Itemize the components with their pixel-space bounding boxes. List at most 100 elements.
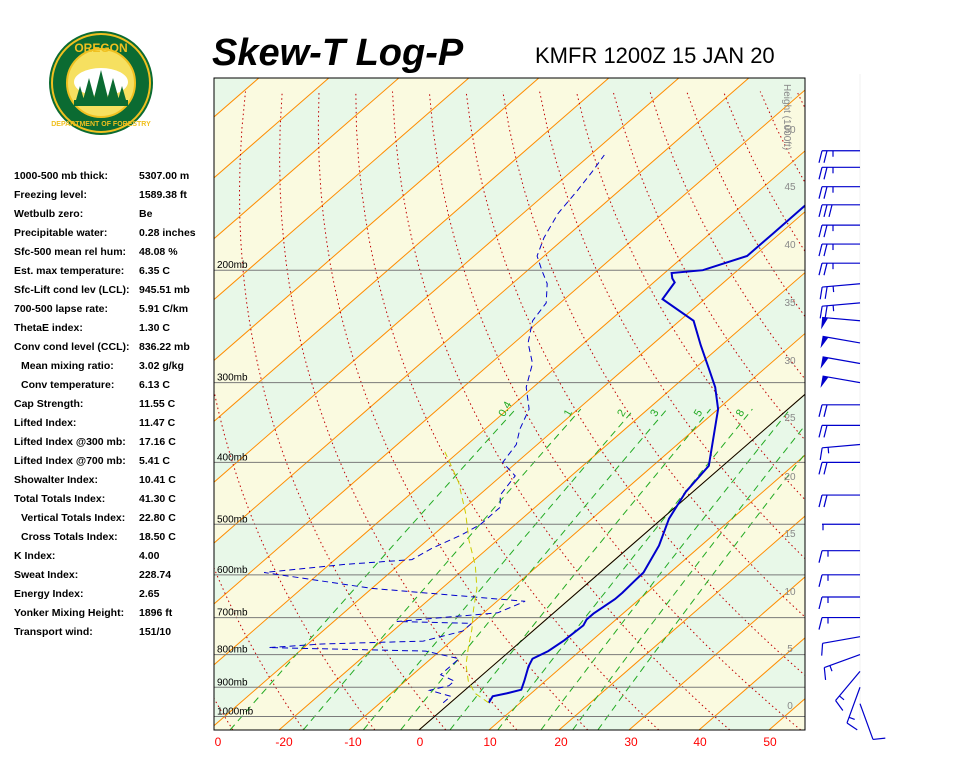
index-label: 700-500 lapse rate: — [14, 303, 108, 315]
wind-barb — [821, 636, 861, 656]
wind-barb — [818, 574, 860, 587]
height-tick-label: 25 — [784, 413, 796, 424]
isotherm — [348, 332, 805, 730]
index-value: 10.41 C — [139, 474, 176, 486]
height-tick-label: 40 — [784, 240, 796, 251]
mixing-ratio-label: 3 — [648, 408, 661, 419]
index-row: Wetbulb zero: Be — [14, 205, 214, 224]
wind-barb-feather — [818, 186, 823, 199]
wind-barb — [819, 302, 861, 319]
wind-barb — [818, 243, 860, 257]
wind-barb-flag — [821, 317, 829, 330]
x-tick-label: 10 — [483, 735, 497, 749]
wind-barb-flag — [820, 376, 829, 388]
index-row: Showalter Index: 10.41 C — [14, 471, 214, 490]
index-label: Wetbulb zero: — [14, 208, 84, 220]
wind-barb-flag — [820, 336, 829, 349]
index-value: 6.35 C — [139, 265, 170, 277]
index-row: ThetaE index: 1.30 C — [14, 319, 214, 338]
wind-barb — [846, 687, 861, 731]
wind-barb-feather — [818, 263, 823, 276]
index-row: Conv cond level (CCL): 836.22 mb — [14, 338, 214, 357]
wind-barb-shaft — [822, 316, 861, 322]
index-value: 11.47 C — [139, 417, 176, 429]
wind-barb-feather — [846, 722, 858, 731]
wind-barb — [822, 523, 860, 531]
wind-barb-feather — [818, 596, 823, 610]
wind-barb-feather — [818, 550, 823, 563]
index-value: 18.50 C — [139, 531, 176, 543]
wind-barb — [818, 262, 860, 276]
dry-adiabat — [612, 91, 805, 441]
isotherm — [0, 78, 119, 730]
wind-barb-shaft — [822, 302, 861, 307]
height-tick-label: 10 — [784, 587, 796, 598]
wind-barb-half-feather — [832, 286, 835, 293]
index-label: Vertical Totals Index: — [21, 512, 126, 524]
index-value: 228.74 — [139, 569, 172, 581]
wind-barb — [820, 335, 861, 349]
plot-area: 0.4 1 2 3 5 8 — [0, 78, 805, 730]
pressure-label: 900mb — [217, 677, 248, 688]
index-row: Cap Strength: 11.55 C — [14, 395, 214, 414]
wind-barb-feather — [823, 494, 828, 508]
index-label: Cross Totals Index: — [21, 531, 118, 543]
wind-barb-feather — [818, 425, 823, 438]
wind-barb-feather — [818, 204, 823, 217]
isotherm — [214, 78, 470, 301]
wind-barb — [819, 283, 861, 300]
wind-barb-feather — [823, 224, 828, 238]
height-tick-label: 45 — [784, 182, 796, 193]
height-tick-label: 5 — [787, 644, 793, 655]
wind-barb — [823, 654, 861, 680]
index-row: K Index: 4.00 — [14, 547, 214, 566]
wind-barb-feather — [824, 286, 828, 299]
wind-barb — [821, 316, 861, 330]
temperature-band — [214, 89, 805, 665]
isotherm — [214, 150, 805, 666]
height-tick-label: 20 — [784, 472, 796, 483]
wind-barb — [818, 461, 860, 475]
wind-barb-feather — [823, 243, 828, 257]
isotherm — [558, 515, 805, 730]
mixing-ratio-line — [497, 408, 753, 730]
wind-barb-shaft — [859, 703, 874, 740]
index-label: Est. max temperature: — [14, 265, 125, 277]
index-value: Be — [139, 208, 153, 220]
index-label: Showalter Index: — [14, 474, 99, 486]
index-row: Sfc-500 mean rel hum: 48.08 % — [14, 243, 214, 262]
index-value: 1.30 C — [139, 322, 170, 334]
index-value: 836.22 mb — [139, 341, 190, 353]
isotherm — [214, 78, 540, 362]
reference-line — [418, 393, 805, 730]
index-row: 1000-500 mb thick: 5307.00 m — [14, 167, 214, 186]
index-row: Vertical Totals Index: 22.80 C — [14, 509, 214, 528]
index-value: 41.30 C — [139, 493, 176, 505]
mixing-ratio-label: 1 — [562, 408, 575, 419]
mixing-ratio-label: 8 — [734, 408, 747, 419]
wind-barb-feather — [819, 447, 823, 461]
wind-barb — [818, 150, 860, 163]
wind-barb-feather — [824, 305, 828, 319]
wind-barb-half-feather — [832, 305, 835, 312]
height-tick-label: 0 — [787, 701, 793, 712]
wind-barb — [820, 356, 861, 369]
index-label: Sfc-500 mean rel hum: — [14, 246, 127, 258]
wind-barb-half-feather — [829, 665, 833, 672]
index-label: Freezing level: — [14, 189, 87, 201]
mixing-ratio-line — [597, 453, 805, 730]
wind-barb-feather — [823, 425, 828, 438]
index-value: 945.51 mb — [139, 284, 190, 296]
index-row: 700-500 lapse rate: 5.91 C/km — [14, 300, 214, 319]
wind-barb — [818, 186, 860, 199]
logo-top-text: OREGON — [74, 41, 127, 55]
height-tick-label: 30 — [784, 356, 796, 367]
wind-barb-feather — [818, 462, 823, 475]
wind-barb-feather — [872, 737, 886, 741]
index-row: Lifted Index: 11.47 C — [14, 414, 214, 433]
index-label: Mean mixing ratio: — [21, 360, 114, 372]
wind-barb-feather — [821, 643, 824, 656]
index-label: Lifted Index @700 mb: — [14, 455, 126, 467]
index-label: Cap Strength: — [14, 398, 84, 410]
wind-barb-feather — [818, 494, 823, 508]
